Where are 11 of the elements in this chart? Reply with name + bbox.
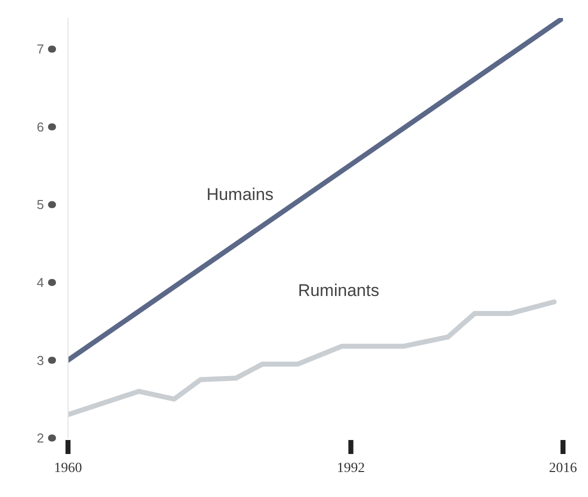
y-tick-label: 2 [36, 430, 44, 446]
y-tick-label: 6 [36, 119, 44, 134]
y-tick-label: 3 [36, 352, 44, 368]
x-tick-label: 1992 [336, 461, 365, 476]
y-tick-label: 5 [36, 197, 44, 212]
x-tick-label: 2016 [549, 461, 577, 476]
y-tick-label: 4 [36, 274, 44, 290]
text: Ruminants [298, 281, 380, 300]
y-tick-label: 7 [36, 42, 44, 57]
series-label: Humains [206, 185, 274, 204]
x-tick-label: 1960 [54, 461, 82, 476]
